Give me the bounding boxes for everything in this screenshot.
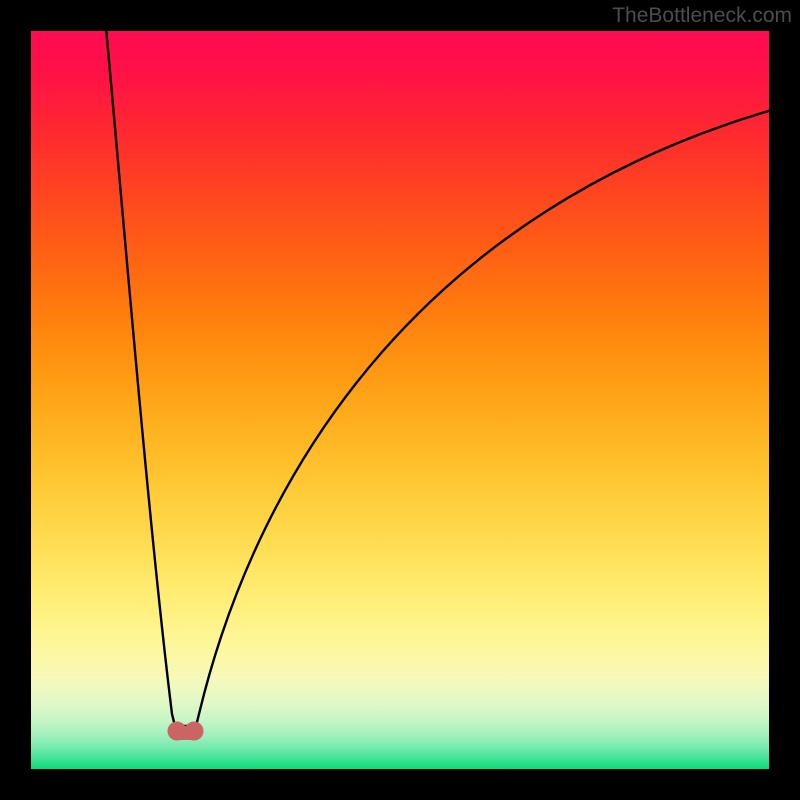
curve-min-marker-0	[168, 722, 186, 740]
watermark-text: TheBottleneck.com	[612, 4, 792, 28]
chart-gradient-background	[31, 31, 769, 769]
chart-stage: TheBottleneck.com	[0, 0, 800, 800]
bottleneck-curve-chart	[0, 0, 800, 800]
curve-min-marker-1	[185, 722, 203, 740]
